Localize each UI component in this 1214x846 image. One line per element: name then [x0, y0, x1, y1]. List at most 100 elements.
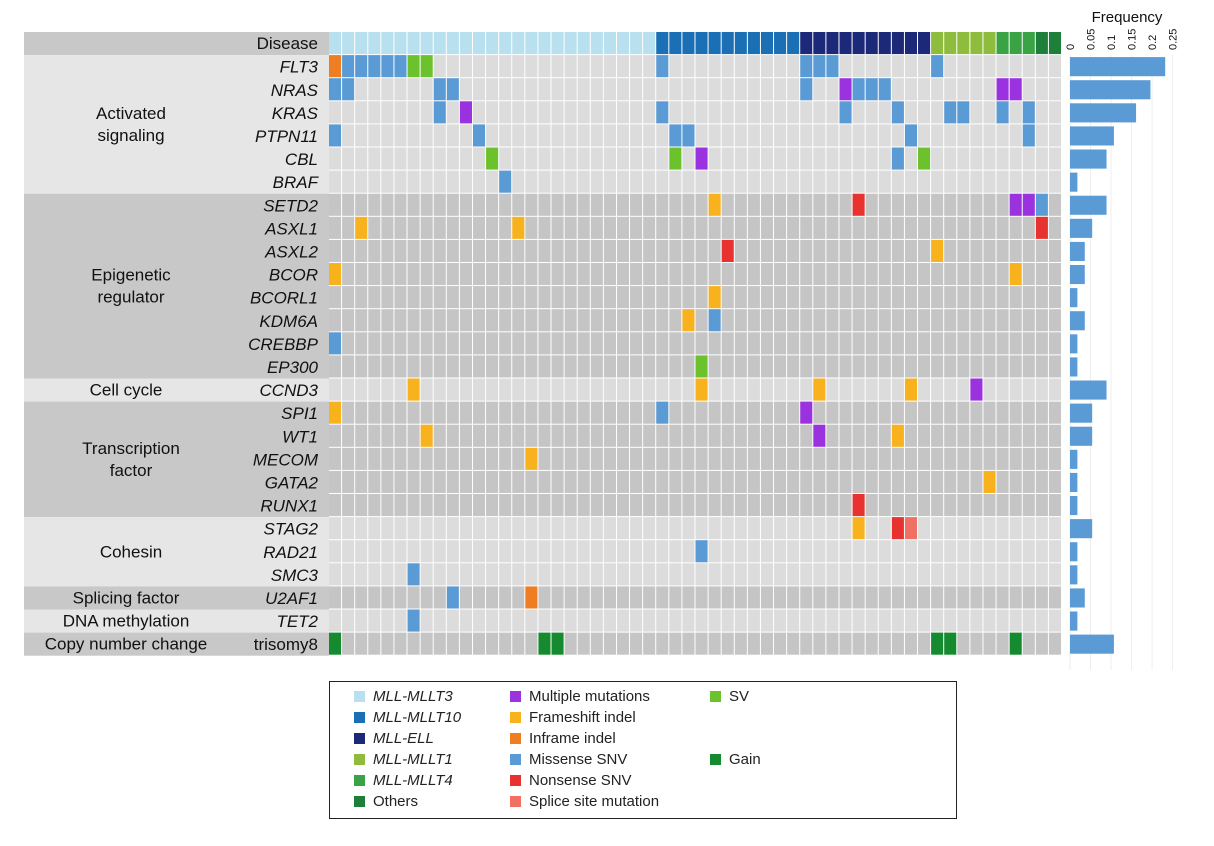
- empty-cell: [616, 586, 630, 609]
- empty-cell: [1009, 540, 1022, 563]
- disease-cell-mllt10: [747, 32, 760, 55]
- empty-cell: [656, 124, 669, 147]
- empty-cell: [394, 355, 407, 378]
- empty-cell: [787, 540, 800, 563]
- empty-cell: [394, 470, 407, 493]
- empty-cell: [472, 332, 486, 355]
- empty-cell: [918, 286, 931, 309]
- empty-cell: [708, 101, 721, 124]
- empty-cell: [957, 309, 970, 332]
- empty-cell: [616, 378, 630, 401]
- empty-cell: [669, 540, 682, 563]
- empty-cell: [381, 355, 394, 378]
- empty-cell: [800, 124, 813, 147]
- empty-cell: [878, 55, 891, 78]
- empty-cell: [970, 124, 983, 147]
- empty-cell: [800, 470, 813, 493]
- empty-cell: [983, 632, 996, 655]
- empty-cell: [1009, 424, 1022, 447]
- empty-cell: [852, 632, 865, 655]
- empty-cell: [381, 609, 394, 632]
- empty-cell: [839, 424, 852, 447]
- empty-cell: [656, 332, 669, 355]
- empty-cell: [512, 332, 525, 355]
- disease-cell-mllt3: [342, 32, 355, 55]
- empty-cell: [551, 332, 564, 355]
- empty-cell: [420, 401, 433, 424]
- empty-cell: [695, 586, 708, 609]
- empty-cell: [394, 540, 407, 563]
- empty-cell: [787, 332, 800, 355]
- empty-cell: [774, 470, 787, 493]
- empty-cell: [420, 101, 433, 124]
- empty-cell: [656, 216, 669, 239]
- empty-cell: [865, 332, 878, 355]
- empty-cell: [616, 193, 630, 216]
- empty-cell: [590, 309, 603, 332]
- gene-label-ptpn11: PTPN11: [255, 127, 318, 146]
- empty-cell: [839, 632, 852, 655]
- empty-cell: [787, 563, 800, 586]
- empty-cell: [669, 239, 682, 262]
- empty-cell: [1048, 263, 1061, 286]
- mutation-cell-nonsense: [852, 193, 865, 216]
- empty-cell: [499, 355, 512, 378]
- empty-cell: [970, 55, 983, 78]
- empty-cell: [486, 470, 499, 493]
- empty-cell: [931, 494, 944, 517]
- empty-cell: [931, 355, 944, 378]
- category-panels: [24, 32, 329, 656]
- empty-cell: [459, 517, 472, 540]
- empty-cell: [486, 101, 499, 124]
- empty-cell: [446, 563, 459, 586]
- empty-cell: [891, 609, 904, 632]
- empty-cell: [891, 286, 904, 309]
- mutation-cell-missense: [656, 55, 669, 78]
- empty-cell: [996, 586, 1009, 609]
- empty-cell: [734, 355, 747, 378]
- empty-cell: [603, 216, 616, 239]
- mutation-cell-missense: [891, 101, 904, 124]
- empty-cell: [669, 309, 682, 332]
- empty-cell: [682, 424, 695, 447]
- empty-cell: [486, 263, 499, 286]
- empty-cell: [394, 239, 407, 262]
- empty-cell: [682, 332, 695, 355]
- empty-cell: [747, 517, 760, 540]
- empty-cell: [603, 586, 616, 609]
- empty-cell: [329, 193, 342, 216]
- empty-cell: [420, 332, 433, 355]
- empty-cell: [826, 563, 839, 586]
- empty-cell: [1035, 170, 1048, 193]
- empty-cell: [944, 517, 957, 540]
- empty-cell: [407, 424, 420, 447]
- empty-cell: [512, 309, 525, 332]
- empty-cell: [630, 563, 643, 586]
- mutation-cell-nonsense: [891, 517, 904, 540]
- empty-cell: [472, 55, 486, 78]
- empty-cell: [878, 517, 891, 540]
- empty-cell: [342, 309, 355, 332]
- empty-cell: [643, 309, 656, 332]
- empty-cell: [983, 124, 996, 147]
- empty-cell: [486, 286, 499, 309]
- empty-cell: [983, 193, 996, 216]
- empty-cell: [996, 424, 1009, 447]
- empty-cell: [564, 586, 577, 609]
- empty-cell: [394, 332, 407, 355]
- empty-cell: [944, 470, 957, 493]
- disease-cell-mllt10: [774, 32, 787, 55]
- empty-cell: [420, 309, 433, 332]
- empty-cell: [368, 563, 381, 586]
- gene-label-smc3: SMC3: [271, 566, 319, 585]
- empty-cell: [407, 193, 420, 216]
- empty-cell: [682, 170, 695, 193]
- empty-cell: [368, 355, 381, 378]
- empty-cell: [603, 609, 616, 632]
- empty-cell: [603, 55, 616, 78]
- empty-cell: [355, 170, 368, 193]
- empty-cell: [472, 470, 486, 493]
- empty-cell: [381, 332, 394, 355]
- empty-cell: [774, 170, 787, 193]
- empty-cell: [446, 447, 459, 470]
